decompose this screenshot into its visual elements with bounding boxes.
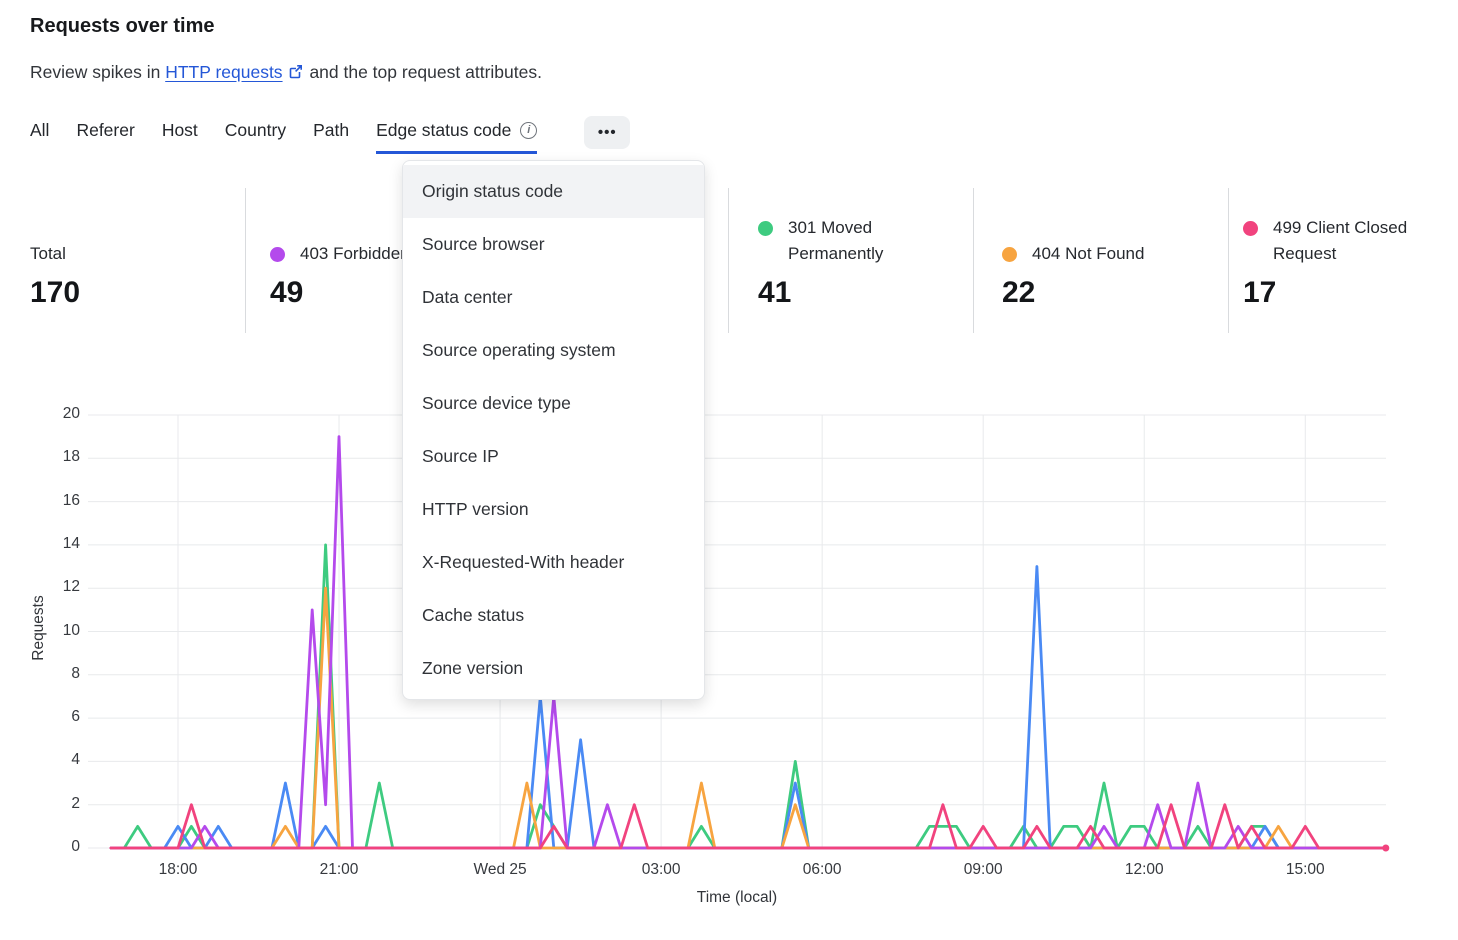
subtitle-text-suffix: and the top request attributes. (309, 62, 542, 82)
x-tick-label: 18:00 (158, 861, 198, 878)
series-line-unlabeled (109, 565, 1388, 850)
x-tick-label: 21:00 (319, 861, 359, 878)
tab-all[interactable]: All (30, 120, 49, 151)
stat-total: Total 170 (30, 241, 80, 310)
stats-row: Total 170 403 Forbidden 49 301 Moved Permane… (0, 190, 1458, 310)
stats-divider (1228, 188, 1229, 333)
menu-item-http-version[interactable]: HTTP version (422, 499, 529, 519)
stat-label-row: 499 Client Closed Request (1243, 215, 1408, 267)
tab-edge-status-code[interactable]: Edge status code i (376, 120, 538, 154)
http-requests-link[interactable]: HTTP requests (165, 62, 283, 82)
page-title: Requests over time (30, 15, 215, 37)
y-tick-label: 10 (62, 621, 80, 639)
stat-label-row: 404 Not Found (1002, 241, 1192, 267)
x-tick-label: 12:00 (1124, 861, 1164, 878)
y-tick-label: 8 (71, 664, 80, 682)
stat-404-not-found: 404 Not Found 22 (1002, 241, 1192, 310)
series-color-dot (1002, 247, 1017, 262)
tab-path[interactable]: Path (313, 120, 349, 151)
menu-item-source-operating-system[interactable]: Source operating system (422, 340, 616, 360)
tab-label: All (30, 120, 50, 140)
y-tick-label: 6 (71, 708, 80, 726)
tab-label: Referer (76, 120, 135, 140)
stat-403-forbidden: 403 Forbidden 49 (270, 241, 460, 310)
stat-value: 49 (270, 276, 304, 309)
info-icon[interactable]: i (520, 122, 538, 139)
stat-value: 41 (758, 276, 792, 309)
x-tick-label: 09:00 (963, 861, 1003, 878)
stat-value: 170 (30, 276, 81, 309)
stat-label: Total (30, 244, 66, 263)
x-tick-label: 03:00 (641, 861, 681, 878)
y-tick-label: 18 (62, 448, 80, 466)
series-color-dot (758, 221, 773, 236)
y-tick-label: 20 (62, 405, 80, 422)
tab-host[interactable]: Host (162, 120, 198, 151)
stats-divider (728, 188, 729, 333)
stat-499-client-closed-request: 499 Client Closed Request 17 (1243, 215, 1408, 310)
attribute-tabbar: All Referer Host Country Path Edge status cod… (30, 116, 631, 154)
attribute-dropdown-menu: Origin status code Source browser Data cen… (402, 160, 705, 700)
page-subtitle: Review spikes in HTTP requests and the t… (30, 62, 542, 84)
menu-item-cache-status[interactable]: Cache status (422, 605, 525, 625)
series-line-499-client-closed-request (109, 803, 1388, 850)
x-tick-label: 06:00 (802, 861, 842, 878)
stat-label-row: Total (30, 241, 66, 267)
menu-item-data-center[interactable]: Data center (422, 287, 513, 307)
menu-item-source-browser[interactable]: Source browser (422, 234, 545, 254)
series-line-404-not-found (109, 586, 1388, 850)
y-tick-label: 14 (62, 534, 80, 552)
menu-item-source-device-type[interactable]: Source device type (422, 393, 571, 413)
tab-label: Host (161, 120, 198, 140)
series-line-301-moved-permanently (109, 543, 1388, 850)
series-color-dot (270, 247, 285, 262)
y-tick-label: 4 (71, 751, 80, 769)
stat-value: 17 (1243, 276, 1277, 309)
chart-gridlines (88, 414, 1386, 849)
stat-label: 301 Moved Permanently (788, 218, 884, 263)
y-tick-label: 0 (71, 838, 80, 855)
series-line-403-forbidden (109, 435, 1388, 850)
stat-label: 499 Client Closed Request (1273, 218, 1408, 263)
x-tick-label: 15:00 (1285, 861, 1325, 878)
menu-item-x-requested-with-header[interactable]: X-Requested-With header (422, 552, 625, 572)
series-color-dot (1243, 221, 1258, 236)
tab-referer[interactable]: Referer (76, 120, 134, 151)
x-axis-label: Time (local) (696, 889, 778, 906)
stat-label: 404 Not Found (1032, 244, 1145, 263)
tab-country[interactable]: Country (225, 120, 286, 151)
y-axis-label: Requests (30, 595, 47, 661)
menu-item-zone-version[interactable]: Zone version (422, 658, 524, 678)
tab-label: Path (313, 120, 350, 140)
subtitle-text-prefix: Review spikes in (30, 62, 161, 82)
menu-item-source-ip[interactable]: Source IP (422, 446, 499, 466)
stat-label-row: 403 Forbidden (270, 241, 460, 267)
stat-value: 22 (1002, 276, 1036, 309)
y-tick-label: 2 (71, 794, 80, 812)
stat-301-moved-permanently: 301 Moved Permanently 41 (758, 215, 903, 310)
stats-divider (245, 188, 246, 333)
y-tick-label: 12 (62, 578, 80, 596)
external-link-icon (288, 63, 303, 84)
tab-label: Country (224, 120, 287, 140)
stat-label-row: 301 Moved Permanently (758, 215, 903, 267)
more-options-button[interactable]: ••• (584, 116, 631, 149)
series-end-dot (1382, 844, 1390, 852)
stats-divider (973, 188, 974, 333)
tab-label: Edge status code (376, 120, 512, 140)
menu-item-origin-status-code[interactable]: Origin status code (403, 165, 704, 218)
x-tick-label: Wed 25 (473, 861, 527, 878)
stat-label: 403 Forbidden (300, 244, 410, 263)
y-tick-label: 16 (62, 491, 80, 509)
ellipsis-icon: ••• (597, 123, 617, 141)
